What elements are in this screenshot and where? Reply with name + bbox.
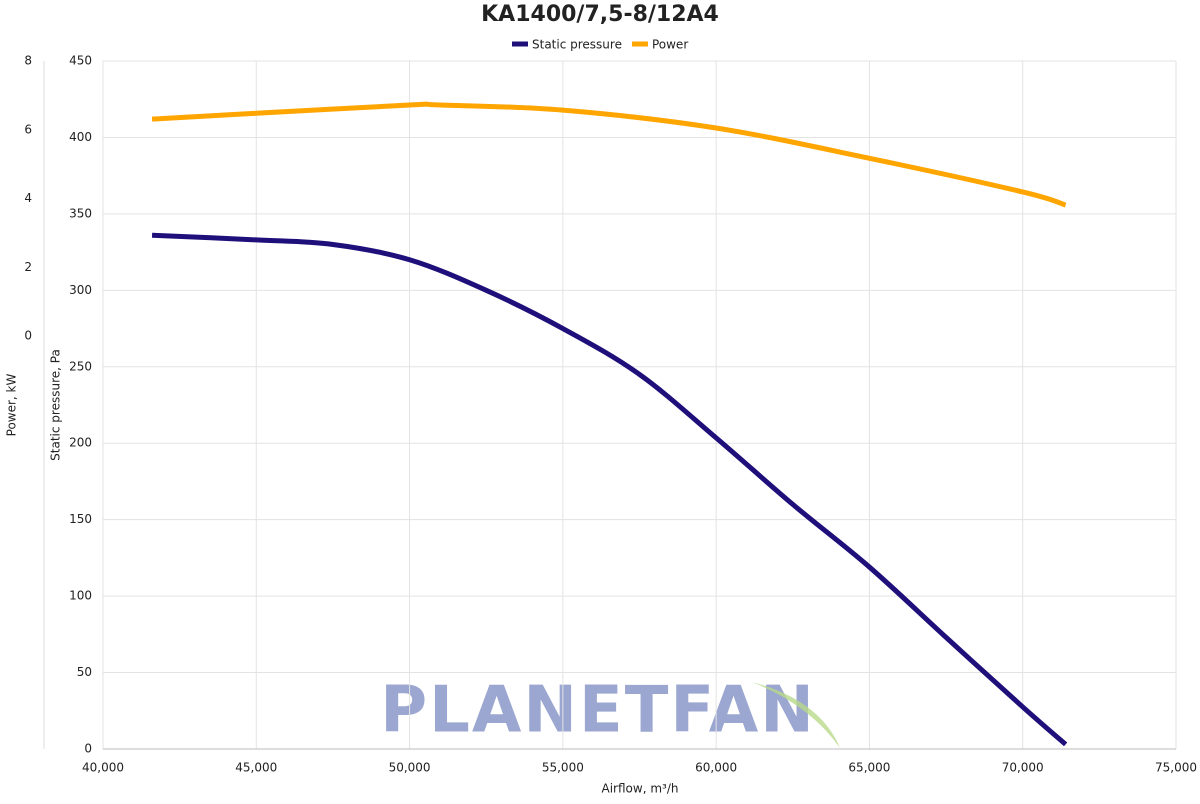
y-tick-label: 350 <box>69 206 92 220</box>
y-tick-label: 100 <box>69 589 92 603</box>
y-tick-label: 150 <box>69 512 92 526</box>
watermark: PLANETFAN <box>380 674 816 748</box>
y-tick-label: 300 <box>69 283 92 297</box>
x-tick-label: 40,000 <box>82 761 124 775</box>
y2-tick-label: 8 <box>24 54 32 68</box>
y2-tick-label: 4 <box>24 191 32 205</box>
y-tick-label: 0 <box>84 742 92 756</box>
legend-label: Power <box>652 38 688 52</box>
y-tick-label: 250 <box>69 359 92 373</box>
x-tick-label: 75,000 <box>1155 761 1197 775</box>
y2-tick-label: 0 <box>24 329 32 343</box>
chart-title: KA1400/7,5-8/12A4 <box>481 2 719 27</box>
x-tick-label: 65,000 <box>848 761 890 775</box>
x-tick-label: 55,000 <box>542 761 584 775</box>
y-tick-label: 450 <box>69 54 92 68</box>
x-axis-label: Airflow, m³/h <box>602 782 679 796</box>
x-tick-label: 50,000 <box>389 761 431 775</box>
y2-tick-label: 6 <box>24 122 32 136</box>
y-axis-label: Static pressure, Pa <box>49 349 63 461</box>
y2-tick-label: 2 <box>24 260 32 274</box>
legend-label: Static pressure <box>532 38 622 52</box>
y-tick-label: 400 <box>69 130 92 144</box>
series-line <box>151 232 1068 747</box>
series-line <box>151 101 1067 208</box>
y-tick-label: 50 <box>77 665 92 679</box>
y-tick-label: 200 <box>69 436 92 450</box>
x-tick-label: 70,000 <box>1002 761 1044 775</box>
y2-axis-label: Power, kW <box>5 374 19 437</box>
x-tick-label: 45,000 <box>235 761 277 775</box>
x-tick-label: 60,000 <box>695 761 737 775</box>
